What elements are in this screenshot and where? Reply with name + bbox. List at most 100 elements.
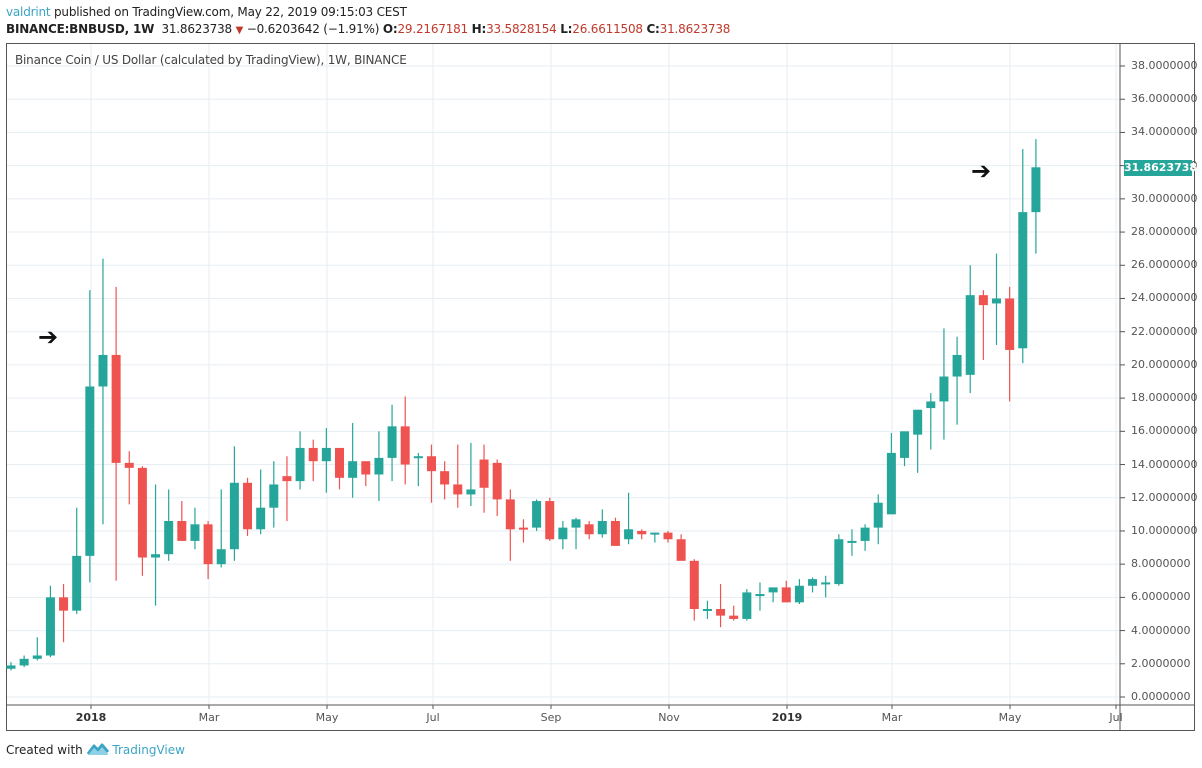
candle[interactable] [151,484,161,606]
candle[interactable] [308,439,318,482]
candle[interactable] [860,524,870,551]
candle[interactable] [900,431,910,467]
candle[interactable] [532,499,542,531]
candle[interactable] [689,559,699,621]
candle[interactable] [676,534,686,561]
candle[interactable] [59,584,69,643]
candle[interactable] [742,589,752,621]
candle[interactable] [243,477,253,536]
candle[interactable] [1005,286,1015,402]
candle[interactable] [6,662,16,671]
candle[interactable] [558,520,568,550]
candle[interactable] [72,507,82,614]
candle[interactable] [282,456,292,521]
candle[interactable] [85,290,95,583]
candle[interactable] [335,447,344,490]
candle[interactable] [387,404,397,482]
chart-title: Binance Coin / US Dollar (calculated by … [15,53,407,67]
candle[interactable] [177,501,187,541]
candle[interactable] [32,637,42,661]
price-tick-label: 34.0000000 [1131,125,1198,139]
price-tick-label: 18.0000000 [1131,391,1198,405]
candle[interactable] [479,444,489,513]
candle[interactable] [492,459,502,517]
candle[interactable] [400,396,410,485]
arrow-right-icon: ➔ [971,157,992,185]
candle[interactable] [164,489,174,561]
price-tick-label: 12.0000000 [1131,490,1198,504]
candle[interactable] [808,577,818,593]
candle[interactable] [755,582,765,611]
time-tick-label: Jul [426,711,440,724]
candle[interactable] [584,520,594,540]
candle[interactable] [637,529,647,540]
price-tick-label: 38.0000000 [1131,59,1198,72]
candle[interactable] [203,520,213,580]
candle[interactable] [295,431,305,490]
candle[interactable] [965,265,975,394]
candle[interactable] [361,461,371,487]
candle[interactable] [545,497,555,541]
candle[interactable] [45,585,55,658]
candle[interactable] [124,451,134,505]
price-tick-label: 2.0000000 [1131,656,1191,670]
author-link[interactable]: valdrint [6,5,51,19]
candle[interactable] [98,258,108,525]
candle[interactable] [1018,149,1028,364]
candle[interactable] [768,587,778,603]
high-label: H: [471,22,487,36]
candle[interactable] [374,431,384,502]
candle[interactable] [19,655,29,668]
candle[interactable] [794,579,804,605]
candle[interactable] [229,446,239,561]
candle[interactable] [111,286,121,581]
published-text: published on TradingView.com, May 22, 20… [50,5,407,19]
time-tick-label: 2019 [771,711,803,724]
candle[interactable] [716,584,726,628]
candle[interactable] [505,489,515,561]
candle[interactable] [1031,139,1041,254]
candle[interactable] [348,423,358,498]
candle[interactable] [952,336,962,425]
candle[interactable] [466,442,476,507]
time-tick-label: Nov [658,711,680,724]
candle[interactable] [216,489,226,568]
candle[interactable] [256,469,266,535]
candle[interactable] [992,253,1001,345]
time-tick-label: May [998,711,1022,724]
tradingview-link[interactable]: TradingView [112,743,185,757]
candle[interactable] [702,600,712,619]
candle[interactable] [190,507,200,550]
candle[interactable] [729,605,739,621]
candle[interactable] [597,509,607,538]
candle[interactable] [453,444,463,508]
created-with-text: Created with [6,743,83,757]
candle[interactable] [413,452,423,487]
candle[interactable] [426,444,436,503]
candle[interactable] [926,393,936,450]
candle[interactable] [847,529,857,556]
down-arrow-icon: ▼ [235,25,244,36]
price-tick-label: 22.0000000 [1131,324,1198,338]
time-tick-label: Jul [1109,711,1123,724]
candle[interactable] [834,534,844,586]
candle[interactable] [978,290,988,360]
candle[interactable] [571,517,581,550]
price-tick-label: 36.0000000 [1131,92,1198,106]
candle[interactable] [821,575,831,598]
candle[interactable] [939,328,949,440]
candle[interactable] [624,492,634,545]
candle[interactable] [321,427,331,493]
candle[interactable] [137,466,147,576]
candle[interactable] [518,519,528,543]
candle[interactable] [886,432,896,515]
candle[interactable] [269,461,279,528]
candle[interactable] [440,461,450,500]
candle[interactable] [610,517,620,546]
candle[interactable] [781,580,791,603]
candle[interactable] [663,530,673,543]
candle[interactable] [913,409,923,473]
candle[interactable] [873,494,883,545]
candle[interactable] [650,532,660,543]
